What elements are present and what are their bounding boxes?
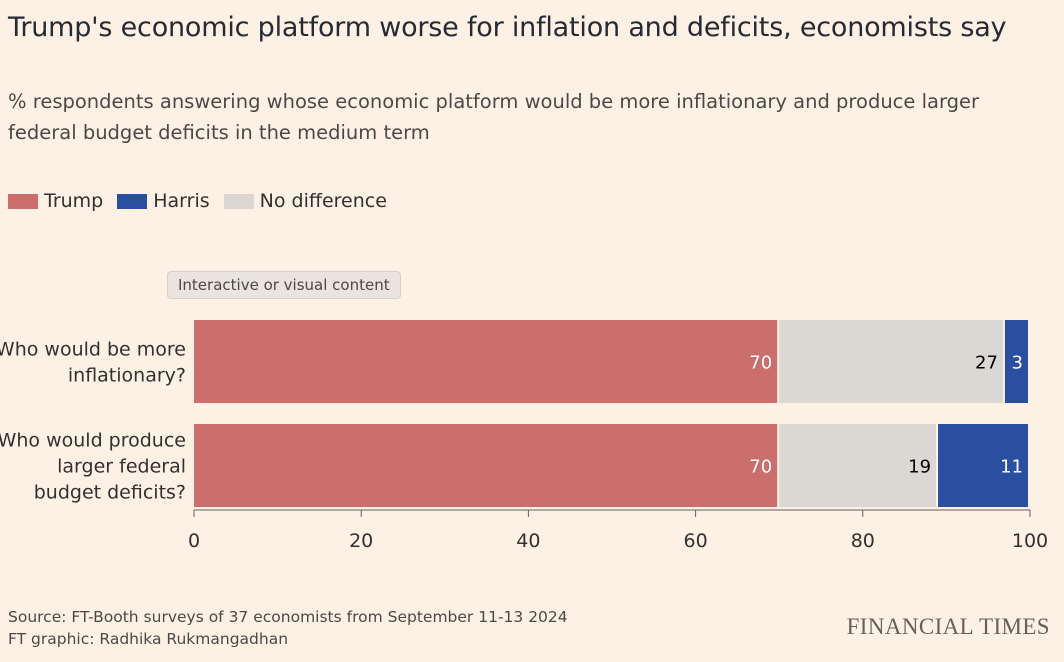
x-tick-label-40: 40 bbox=[516, 530, 540, 552]
chart-title: Trump's economic platform worse for infl… bbox=[8, 12, 1007, 43]
legend-swatch-trump bbox=[8, 193, 38, 209]
legend-swatch-harris bbox=[117, 193, 148, 209]
chart-subtitle: % respondents answering whose economic p… bbox=[8, 90, 980, 144]
bar-trump-0 bbox=[194, 320, 778, 403]
chart-footer: Source: FT-Booth surveys of 37 economist… bbox=[8, 606, 568, 650]
data-label-trump-0: 70 bbox=[749, 353, 772, 374]
graphic-credit: FT graphic: Radhika Rukmangadhan bbox=[8, 630, 289, 648]
bar-no-difference-0 bbox=[779, 320, 1003, 403]
source-note: Source: FT-Booth surveys of 37 economist… bbox=[8, 608, 568, 626]
legend-swatch-no-difference bbox=[223, 193, 254, 209]
legend-label-trump: Trump bbox=[44, 190, 104, 212]
bar-harris-1 bbox=[938, 424, 1028, 507]
data-label-no-difference-0: 27 bbox=[975, 353, 998, 374]
brand-logo: FINANCIAL TIMES bbox=[846, 614, 1050, 639]
stacked-bar-chart: 70 27 3 Who would be more inflationary? 70 19 1… bbox=[0, 320, 1048, 552]
legend-label-harris: Harris bbox=[153, 190, 210, 212]
bar-trump-1 bbox=[194, 424, 778, 507]
bar-no-difference-1 bbox=[779, 424, 937, 507]
x-tick-label-100: 100 bbox=[1012, 530, 1048, 552]
x-tick-label-80: 80 bbox=[851, 530, 875, 552]
legend: Trump Harris No difference bbox=[8, 190, 401, 212]
data-label-harris-0: 3 bbox=[1012, 353, 1023, 374]
legend-item-trump: Trump bbox=[8, 190, 103, 212]
legend-item-harris: Harris bbox=[117, 190, 210, 212]
x-tick-label-60: 60 bbox=[684, 530, 708, 552]
x-tick-label-20: 20 bbox=[349, 530, 373, 552]
data-label-harris-1: 11 bbox=[1000, 457, 1023, 478]
x-tick-label-0: 0 bbox=[188, 530, 200, 552]
category-label-0: Who would be more inflationary? bbox=[0, 339, 186, 387]
data-label-no-difference-1: 19 bbox=[908, 457, 931, 478]
legend-item-no-difference: No difference bbox=[223, 190, 387, 212]
data-label-trump-1: 70 bbox=[749, 457, 772, 478]
interactive-content-badge[interactable]: Interactive or visual content bbox=[167, 271, 401, 299]
legend-label-no-difference: No difference bbox=[259, 190, 387, 212]
category-label-1: Who would produce larger federal budget de… bbox=[0, 430, 186, 504]
bar-harris-0 bbox=[1004, 320, 1028, 403]
